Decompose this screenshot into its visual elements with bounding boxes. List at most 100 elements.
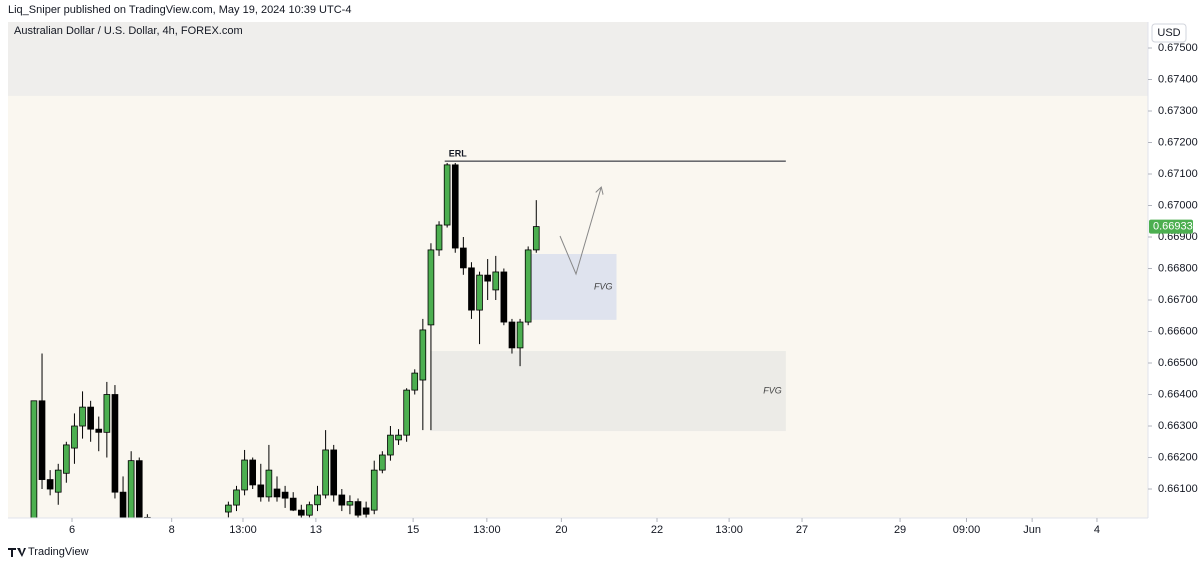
candle-body [71,425,78,449]
candle-body [297,509,305,516]
last-price-label: 0.66933 [1153,221,1193,233]
brand: TradingView [28,546,89,558]
candle-body [419,329,427,381]
y-tick-label: 0.66700 [1158,294,1198,306]
x-tick-label: 27 [796,524,808,536]
candle-body [265,469,273,498]
y-tick-label: 0.66200 [1158,451,1198,463]
zone [8,22,1148,96]
candle-body [314,494,321,506]
candle-body [306,504,313,516]
candle-body [411,372,419,391]
publisher: Liq_Sniper published on TradingView.com,… [8,4,351,16]
candle-body [476,274,483,311]
y-tick-label: 0.66400 [1158,388,1198,400]
x-tick-label: Jun [1023,524,1041,536]
zone-label: FVG [763,385,782,395]
candle-body [451,164,459,249]
x-tick-label: 29 [894,524,906,536]
candle-body [95,428,103,433]
x-tick-label: 6 [69,524,75,536]
candle-body [111,394,119,493]
candle-body [79,406,86,427]
candle-body [484,274,491,282]
candle-body [500,271,508,323]
x-tick-label: 20 [555,524,567,536]
candle-body [468,267,475,311]
candles [30,162,540,518]
projection-arrow [559,188,601,276]
candle-body [387,434,394,456]
candle-body [241,459,248,491]
zone [430,351,786,432]
candle-body [354,501,362,516]
symbol-title: Australian Dollar / U.S. Dollar, 4h, FOR… [14,25,243,37]
candle-body [532,226,540,251]
candle-body [103,394,111,433]
y-tick-label: 0.67400 [1158,73,1198,85]
zones: FVG FVG ERL [8,22,1148,432]
zone-label: FVG [594,281,613,291]
candle-body [30,400,38,518]
candle-body [46,479,54,490]
currency-box[interactable] [1151,23,1187,43]
candle-body [427,249,435,326]
candle-body [460,247,467,269]
level-label: ERL [449,148,468,158]
candle-body [249,459,257,486]
candle-body [379,454,386,471]
zone [529,254,617,320]
candle-body [395,434,402,441]
x-tick-label: 13 [310,524,322,536]
candle-body [370,469,378,511]
candle-body [435,224,443,251]
candle-body [330,449,338,496]
candle-body [87,406,94,430]
candle-body [38,400,46,480]
currency[interactable]: USD [1157,27,1180,39]
y-tick-label: 0.67300 [1158,105,1198,117]
candle-body [54,469,62,493]
candle-body [403,389,410,436]
candle-body [443,164,451,226]
x-tick-label: 22 [651,524,663,536]
x-tick-label: 13:00 [715,524,743,536]
candle-body [281,491,289,499]
candle-body [362,507,370,515]
brand-logo [8,548,26,557]
y-tick-label: 0.66600 [1158,325,1198,337]
y-tick-label: 0.66800 [1158,262,1198,274]
candle-body [233,489,240,506]
y-tick-label: 0.66900 [1158,231,1198,243]
y-tick-label: 0.66100 [1158,483,1198,495]
y-tick-label: 0.67000 [1158,199,1198,211]
candle-body [257,484,265,498]
x-tick-label: 8 [169,524,175,536]
candle-body [338,494,346,506]
x-tick-label: 15 [407,524,419,536]
candle-body [289,497,297,511]
candle-body [273,488,281,498]
candle-body [127,460,135,518]
candle-body [516,321,524,349]
y-tick-label: 0.67100 [1158,168,1198,180]
candle-body [119,491,127,518]
candle-body [63,444,70,474]
y-tick-label: 0.66300 [1158,420,1198,432]
x-tick-label: 13:00 [229,524,257,536]
x-tick-label: 09:00 [953,524,981,536]
y-tick-label: 0.67200 [1158,136,1198,148]
y-tick-label: 0.66500 [1158,357,1198,369]
x-tick-label: 4 [1094,524,1100,536]
last-price-box [1149,219,1193,234]
candle-body [322,449,329,496]
y-tick-label: 0.67500 [1158,42,1198,54]
candle-body [135,460,143,518]
x-tick-label: 13:00 [473,524,501,536]
candle-body [346,501,354,506]
candle-body [524,249,532,323]
candle-body [225,504,232,513]
candle-body [492,271,500,291]
